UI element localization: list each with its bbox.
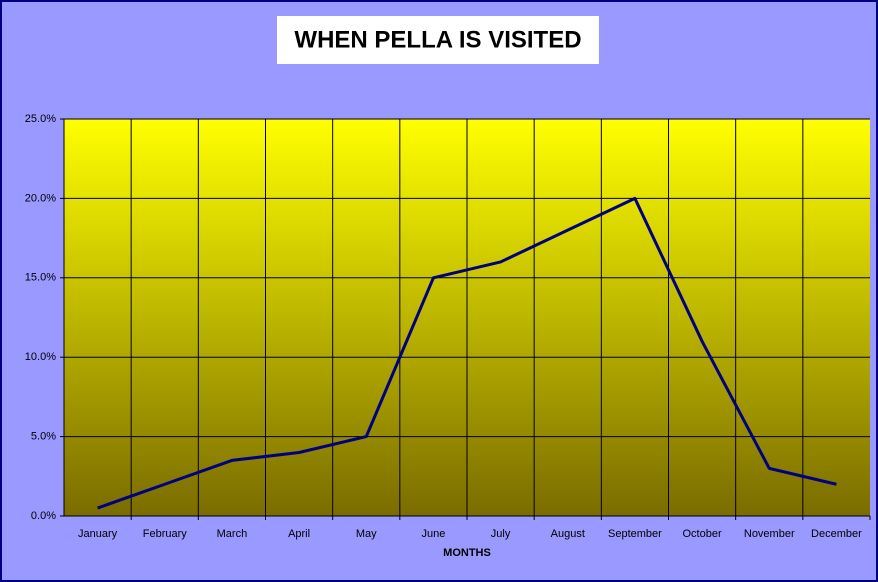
x-tick-label: January — [78, 528, 118, 540]
y-tick-label: 15.0% — [25, 272, 56, 284]
chart-title: WHEN PELLA IS VISITED — [294, 26, 581, 53]
x-tick-label: July — [491, 528, 511, 540]
x-tick-label: September — [608, 528, 662, 540]
x-tick-label: May — [356, 528, 377, 540]
x-tick-label: March — [217, 528, 248, 540]
x-tick-label: August — [551, 528, 585, 540]
x-tick-label: December — [811, 528, 862, 540]
x-axis-title: MONTHS — [443, 547, 491, 559]
y-tick-label: 5.0% — [31, 431, 56, 443]
y-tick-label: 20.0% — [25, 192, 56, 204]
x-tick-label: February — [143, 528, 188, 540]
data-line — [97, 196, 837, 510]
y-tick-label: 25.0% — [25, 113, 56, 125]
x-tick-label: June — [421, 528, 445, 540]
x-tick-label: April — [288, 528, 310, 540]
x-tick-label: November — [744, 528, 795, 540]
y-tick-label: 0.0% — [31, 510, 56, 522]
y-tick-label: 10.0% — [25, 351, 56, 363]
title-box — [277, 16, 599, 64]
x-tick-label: October — [683, 528, 722, 540]
